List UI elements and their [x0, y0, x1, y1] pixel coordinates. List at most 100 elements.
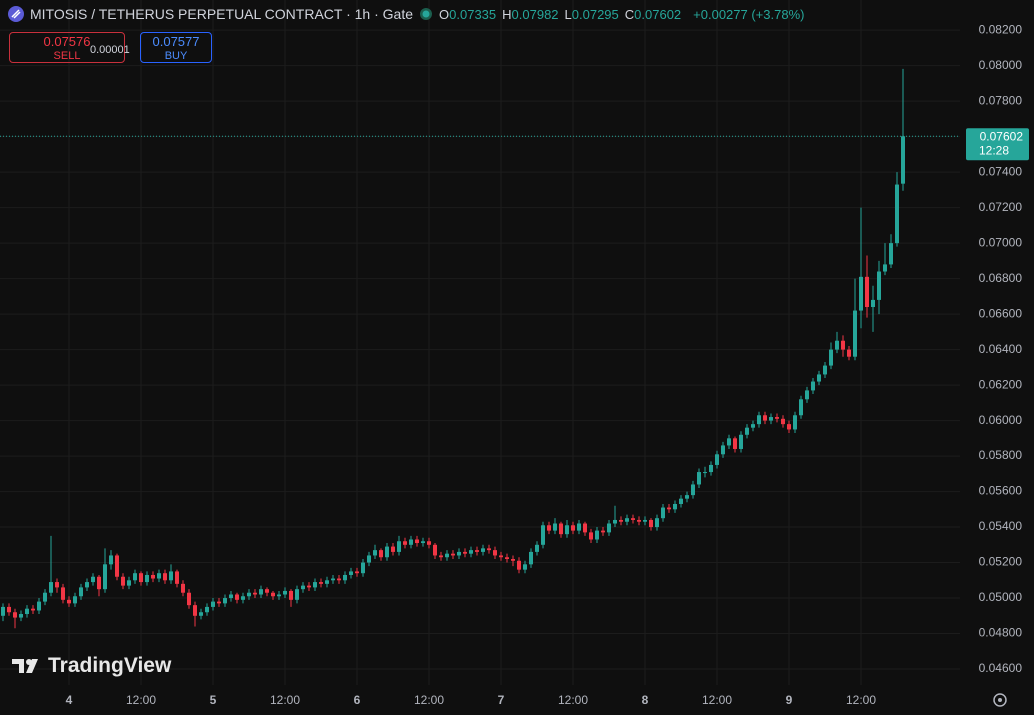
- candle-body: [313, 582, 317, 588]
- candle-body: [895, 184, 899, 244]
- candle-body: [79, 587, 83, 597]
- buy-button[interactable]: 0.07577 BUY: [140, 32, 212, 63]
- brand: TradingView: [12, 654, 171, 678]
- candle-body: [601, 530, 605, 533]
- candle-body: [211, 601, 215, 607]
- candle-body: [655, 518, 659, 528]
- candle-body: [799, 399, 803, 416]
- candle-body: [157, 573, 161, 579]
- candle-body: [691, 484, 695, 496]
- candle-body: [463, 551, 467, 554]
- x-tick-label: 6: [354, 693, 361, 707]
- ohlc-value: 0.07602: [634, 6, 682, 22]
- y-tick-label: 0.07800: [979, 93, 1023, 107]
- candle-body: [805, 390, 809, 400]
- x-tick-label: 7: [498, 693, 505, 707]
- candle-body: [67, 599, 71, 604]
- candle-body: [421, 541, 425, 544]
- candle-body: [427, 541, 431, 545]
- candle-body: [853, 310, 857, 357]
- candle-body: [37, 601, 41, 611]
- y-tick-label: 0.04800: [979, 626, 1023, 640]
- candle-body: [673, 503, 677, 510]
- candle-body: [517, 560, 521, 570]
- y-tick-label: 0.05200: [979, 555, 1023, 569]
- candle-body: [379, 550, 383, 558]
- candle-body: [523, 564, 527, 570]
- candle-body: [331, 578, 335, 581]
- candle-body: [835, 340, 839, 350]
- candle-body: [877, 271, 881, 300]
- candle-body: [325, 580, 329, 584]
- candle-body: [739, 434, 743, 449]
- y-tick-label: 0.08200: [979, 22, 1023, 36]
- candle-body: [55, 582, 59, 588]
- candle-body: [841, 340, 845, 350]
- spread: 0.00001: [90, 44, 130, 56]
- y-tick-label: 0.05600: [979, 484, 1023, 498]
- candle-body: [595, 530, 599, 540]
- candle-body: [253, 592, 257, 595]
- candle-body: [397, 541, 401, 552]
- candle-body: [679, 498, 683, 504]
- candle-body: [355, 571, 359, 574]
- y-tick-label: 0.06000: [979, 413, 1023, 427]
- candle-body: [163, 573, 167, 581]
- candle-body: [367, 555, 371, 563]
- candle-body: [745, 427, 749, 435]
- y-tick-label: 0.06800: [979, 271, 1023, 285]
- candle-body: [685, 495, 689, 499]
- ohlc: O0.07335 H0.07982 L0.07295 C0.07602: [439, 7, 687, 22]
- sell-label: SELL: [53, 50, 81, 62]
- candle-body: [733, 438, 737, 449]
- price-tag-countdown: 12:28: [979, 143, 1009, 157]
- candle-body: [445, 553, 449, 558]
- candle-body: [229, 594, 233, 599]
- candle-body: [361, 562, 365, 574]
- settings-ring: [993, 693, 1007, 707]
- candle-body: [73, 596, 77, 604]
- candle-body: [49, 582, 53, 593]
- candle-body: [121, 576, 125, 586]
- candle-body: [199, 612, 203, 616]
- buy-price: 0.07577: [152, 34, 200, 49]
- candle-body: [373, 550, 377, 556]
- x-tick-label: 12:00: [126, 693, 156, 707]
- candle-body: [127, 580, 131, 586]
- candle-body: [793, 415, 797, 430]
- candle-body: [145, 574, 149, 583]
- candle-body: [715, 454, 719, 465]
- candle-body: [505, 557, 509, 560]
- candle-body: [301, 585, 305, 590]
- candle-body: [667, 507, 671, 510]
- candle-body: [265, 589, 269, 593]
- candle-body: [697, 472, 701, 485]
- y-tick-label: 0.06600: [979, 306, 1023, 320]
- candle-body: [577, 523, 581, 531]
- candle-body: [289, 590, 293, 600]
- candle-body: [535, 544, 539, 552]
- candle-body: [457, 551, 461, 556]
- y-tick-label: 0.06200: [979, 377, 1023, 391]
- candle-body: [727, 438, 731, 446]
- settings-icon[interactable]: [993, 693, 1007, 707]
- candle-body: [343, 574, 347, 581]
- candle-body: [901, 136, 905, 184]
- candle-body: [349, 571, 353, 575]
- candle-body: [547, 525, 551, 531]
- candle-body: [661, 507, 665, 519]
- sell-button[interactable]: 0.07576 SELL: [9, 32, 125, 63]
- candle-body: [85, 582, 89, 588]
- candle-body: [553, 523, 557, 531]
- ohlc-value: 0.07295: [571, 6, 619, 22]
- candle-body: [559, 523, 563, 535]
- candle-body: [31, 608, 35, 611]
- price-tag-value: 0.07602: [980, 129, 1024, 143]
- y-tick-label: 0.04600: [979, 661, 1023, 675]
- ohlc-label: L: [564, 6, 572, 22]
- candles: [1, 68, 905, 629]
- x-tick-label: 12:00: [702, 693, 732, 707]
- ohlc-label: C: [624, 6, 635, 22]
